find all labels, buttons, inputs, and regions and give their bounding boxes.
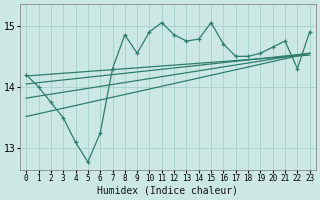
X-axis label: Humidex (Indice chaleur): Humidex (Indice chaleur) [98,186,238,196]
